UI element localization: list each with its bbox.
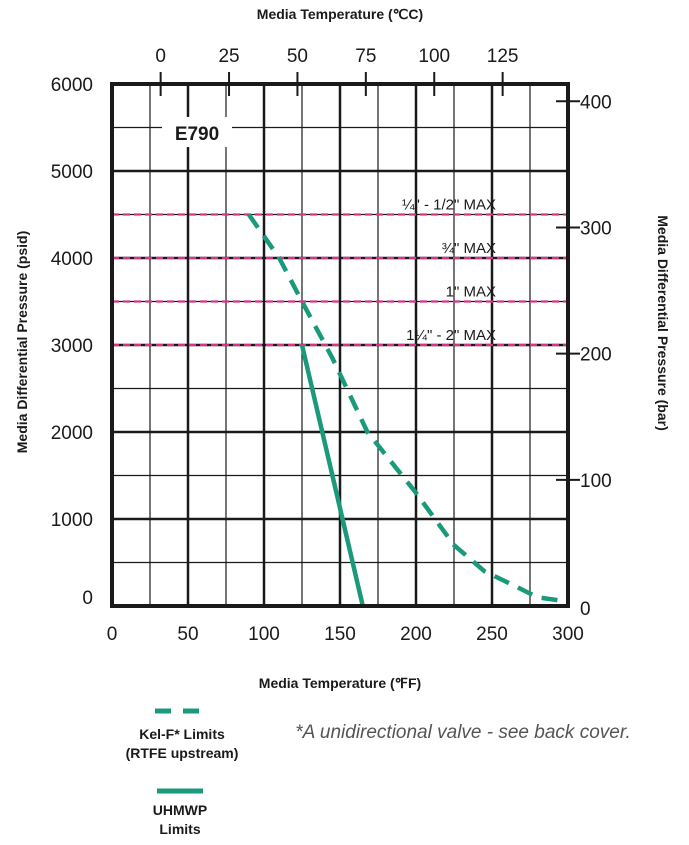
y-tick-label-psid: 2000: [51, 423, 93, 444]
legend-uhmwp-line2: Limits: [159, 821, 200, 837]
plot-frame: [110, 82, 570, 608]
max-pressure-label: 1" MAX: [446, 284, 496, 301]
series-lines: [246, 213, 569, 607]
y-tick-label-psid: 4000: [51, 249, 93, 270]
x-tick-label-f: 250: [476, 624, 508, 645]
right-axis-title: Media Differential Pressure (bar): [655, 215, 671, 431]
uhmwp-limit-line: [299, 344, 365, 607]
y-tick-label-psid: 3000: [51, 336, 93, 357]
y-tick-label-bar: 200: [580, 345, 612, 366]
x-tick-label-c: 125: [487, 46, 519, 67]
x-tick-label-c: 0: [155, 46, 166, 67]
legend-uhmwp-line1: UHMWP: [153, 802, 207, 818]
y-tick-label-bar: 400: [580, 92, 612, 113]
max-pressure-lines: ¼" - 1/2" MAX ¾" MAX 1" MAX 1¼" - 2" MAX: [112, 197, 568, 347]
top-axis-title: Media Temperature (℃C): [257, 6, 423, 22]
y-tick-label-psid: 1000: [51, 510, 93, 531]
x-tick-label-f: 100: [248, 624, 280, 645]
x-tick-label-f: 200: [400, 624, 432, 645]
x-tick-label-c: 75: [355, 46, 376, 67]
footnote: *A unidirectional valve - see back cover…: [295, 722, 630, 743]
max-pressure-label: ¾" MAX: [441, 240, 496, 257]
x-tick-label-f: 50: [177, 624, 198, 645]
kelf-limit-line: [246, 213, 569, 604]
grid: [112, 84, 568, 606]
x-tick-label-f: 300: [552, 624, 584, 645]
y-tick-label-psid: 6000: [51, 75, 93, 96]
legend-kelf-line1: Kel-F* Limits: [139, 726, 225, 742]
y-tick-label-bar: 0: [580, 599, 591, 620]
legend: Kel-F* Limits (RTFE upstream) UHMWP Limi…: [126, 708, 239, 837]
max-pressure-label: ¼" - 1/2" MAX: [402, 197, 496, 214]
x-tick-label-f: 0: [107, 624, 118, 645]
y-tick-label-bar: 300: [580, 218, 612, 239]
x-tick-label-c: 25: [218, 46, 239, 67]
tick-labels: 0 50 100 150 200 250 3000100020003000400050006…: [51, 46, 612, 645]
model-label-box: E790: [162, 117, 232, 147]
y-tick-label-psid: 5000: [51, 162, 93, 183]
bottom-axis-title: Media Temperature (℉F): [259, 675, 421, 691]
model-label: E790: [175, 124, 219, 145]
y-tick-label-bar: 100: [580, 471, 612, 492]
max-pressure-label: 1¼" - 2" MAX: [406, 327, 496, 344]
x-tick-label-f: 150: [324, 624, 356, 645]
x-tick-label-c: 100: [418, 46, 450, 67]
y-tick-label-psid: 0: [82, 588, 93, 609]
x-tick-label-c: 50: [287, 46, 308, 67]
left-axis-title: Media Differential Pressure (psid): [14, 231, 30, 454]
legend-kelf-line2: (RTFE upstream): [126, 745, 239, 761]
